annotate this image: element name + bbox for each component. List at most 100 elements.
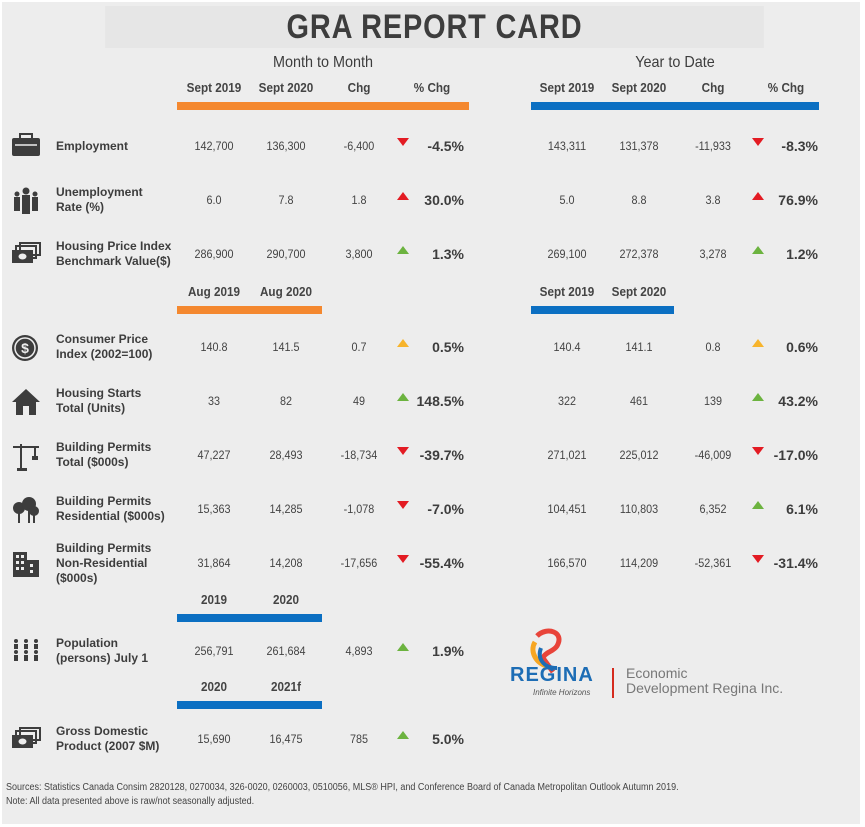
ytd-value: 3.8 — [705, 193, 721, 207]
column-header: 2021f — [271, 679, 301, 694]
arrow-up-icon — [752, 501, 764, 509]
section-year-to-date: Year to Date — [635, 54, 715, 71]
money-icon — [11, 241, 41, 267]
ytd-value: -11,933 — [695, 139, 731, 153]
header-bar-orange — [177, 306, 322, 314]
mtm-pct-change: -4.5% — [427, 138, 464, 154]
logo-tagline: Infinite Horizons — [533, 688, 591, 697]
row-label: Building Permits — [56, 440, 152, 454]
logo-name: REGINA — [510, 664, 594, 686]
mtm-value: 14,208 — [269, 556, 303, 570]
mtm-value: 82 — [279, 394, 293, 408]
row-label: Consumer Price — [56, 332, 149, 346]
ytd-value: -52,361 — [694, 556, 732, 570]
mtm-value: 14,285 — [269, 502, 303, 516]
ytd-value: 114,209 — [619, 556, 659, 570]
arrow-up-icon — [397, 339, 409, 347]
arrow-up-icon — [752, 246, 764, 254]
org-name-line2: Development Regina Inc. — [626, 680, 784, 696]
row-label: ($000s) — [56, 570, 98, 585]
arrow-up-icon — [397, 192, 409, 200]
svg-text:$: $ — [21, 340, 29, 356]
ytd-pct-change: 0.6% — [786, 339, 818, 355]
ytd-value: 139 — [703, 394, 723, 408]
ytd-pct-change: 76.9% — [778, 192, 818, 208]
column-header: Chg — [347, 80, 371, 95]
ytd-value: 110,803 — [619, 502, 659, 516]
mtm-value: -17,656 — [340, 556, 378, 570]
dollar-coin-icon: $ — [11, 334, 41, 361]
column-header: % Chg — [767, 80, 805, 95]
arrow-up-icon — [397, 731, 409, 739]
mtm-value: 15,363 — [197, 502, 231, 516]
row-label: Unemployment — [56, 185, 143, 199]
ytd-pct-change: 1.2% — [786, 246, 818, 262]
trees-icon — [11, 496, 41, 523]
header-bar-blue — [177, 701, 322, 709]
row-label: Employment — [56, 138, 129, 153]
ytd-value: 5.0 — [559, 193, 575, 207]
row-label: Product (2007 $M) — [56, 739, 160, 753]
arrow-up-icon — [752, 339, 764, 347]
mtm-pct-change: 0.5% — [432, 339, 464, 355]
ytd-value: 271,021 — [547, 448, 587, 462]
mtm-pct-change: 30.0% — [424, 192, 464, 208]
arrow-up-icon — [752, 393, 764, 401]
arrow-down-icon — [397, 447, 409, 455]
column-header: 2019 — [200, 592, 228, 607]
ytd-value: 131,378 — [619, 139, 659, 153]
mtm-value: 15,690 — [197, 732, 231, 746]
ytd-value: 140.4 — [553, 340, 581, 354]
mtm-value: 3,800 — [345, 247, 373, 261]
mtm-value: 4,893 — [345, 644, 373, 658]
data-note: Note: All data presented above is raw/no… — [6, 796, 255, 807]
mtm-value: 142,700 — [194, 139, 234, 153]
column-header: Chg — [701, 80, 725, 95]
people-icon — [11, 187, 41, 214]
ytd-value: 272,378 — [619, 247, 659, 261]
ytd-value: 461 — [629, 394, 649, 408]
mtm-value: 261,684 — [266, 644, 306, 658]
arrow-up-icon — [752, 192, 764, 200]
column-header: Sept 2019 — [539, 284, 595, 299]
org-name: Economic Development Regina Inc. — [626, 666, 783, 696]
mtm-value: -1,078 — [343, 502, 375, 516]
office-building-icon — [11, 550, 41, 577]
header-bar-orange — [177, 102, 469, 110]
regina-logo: REGINA Infinite Horizons — [507, 628, 617, 698]
house-icon — [11, 388, 41, 415]
column-header: Sept 2019 — [539, 80, 595, 95]
row-label: Gross Domestic — [56, 724, 149, 738]
mtm-value: -6,400 — [343, 139, 375, 153]
regina-swirl-icon — [530, 628, 562, 674]
ytd-value: 0.8 — [705, 340, 721, 354]
column-header: Sept 2020 — [611, 80, 667, 95]
ytd-value: 8.8 — [631, 193, 647, 207]
ytd-value: 141.1 — [625, 340, 653, 354]
ytd-value: 225,012 — [619, 448, 659, 462]
column-header: Sept 2020 — [258, 80, 314, 95]
row-label: Benchmark Value($) — [56, 254, 171, 268]
population-icon — [11, 638, 41, 664]
arrow-down-icon — [397, 555, 409, 563]
column-header: Sept 2019 — [186, 80, 242, 95]
ytd-value: -46,009 — [694, 448, 732, 462]
header-bar-blue — [177, 614, 322, 622]
page-title: GRA REPORT CARD — [105, 6, 764, 48]
org-name-line1: Economic — [626, 665, 688, 681]
mtm-value: 49 — [352, 394, 366, 408]
mtm-value: 136,300 — [266, 139, 306, 153]
ytd-value: 143,311 — [547, 139, 587, 153]
mtm-pct-change: 148.5% — [416, 393, 464, 409]
ytd-pct-change: -17.0% — [773, 447, 818, 463]
ytd-value: 6,352 — [699, 502, 727, 516]
sources-note: Sources: Statistics Canada Consim 282012… — [6, 782, 679, 793]
mtm-value: 31,864 — [197, 556, 231, 570]
row-label: Rate (%) — [56, 200, 105, 214]
column-header: Aug 2019 — [187, 284, 241, 299]
row-label: Non-Residential — [56, 555, 148, 570]
mtm-value: 140.8 — [200, 340, 228, 354]
row-label: Residential ($000s) — [56, 509, 165, 523]
arrow-down-icon — [752, 138, 764, 146]
mtm-value: 47,227 — [197, 448, 231, 462]
